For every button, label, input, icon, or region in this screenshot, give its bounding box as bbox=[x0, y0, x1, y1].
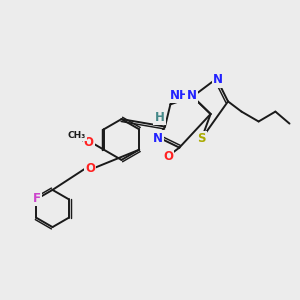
Text: NH: NH bbox=[170, 89, 190, 102]
Text: O: O bbox=[163, 149, 173, 163]
Text: F: F bbox=[33, 191, 41, 205]
Text: CH₃: CH₃ bbox=[67, 130, 86, 140]
Text: S: S bbox=[197, 132, 206, 145]
Text: N: N bbox=[186, 89, 197, 102]
Text: N: N bbox=[213, 73, 223, 86]
Text: O: O bbox=[85, 161, 95, 175]
Text: N: N bbox=[153, 131, 163, 145]
Text: O: O bbox=[84, 136, 94, 149]
Text: H: H bbox=[155, 111, 164, 124]
